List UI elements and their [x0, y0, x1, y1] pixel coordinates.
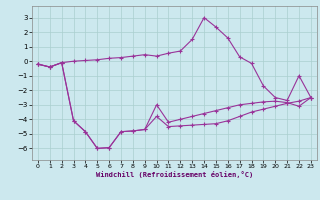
X-axis label: Windchill (Refroidissement éolien,°C): Windchill (Refroidissement éolien,°C)	[96, 171, 253, 178]
